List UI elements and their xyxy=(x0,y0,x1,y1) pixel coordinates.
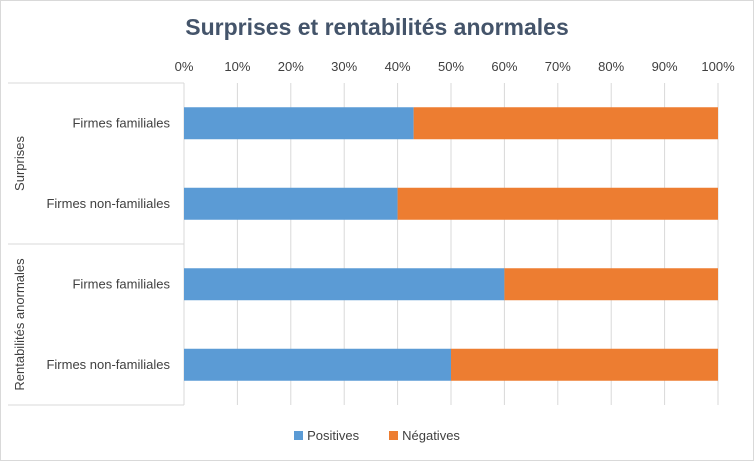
x-tick-label: 50% xyxy=(438,59,464,74)
group-label: Surprises xyxy=(12,136,27,191)
bar-positives xyxy=(184,268,505,301)
bar-negatives xyxy=(451,348,718,381)
x-tick-label: 100% xyxy=(701,59,735,74)
x-tick-label: 70% xyxy=(545,59,571,74)
legend-swatch xyxy=(294,431,304,440)
x-tick-label: 80% xyxy=(598,59,624,74)
bar-negatives xyxy=(397,187,718,220)
x-tick-label: 30% xyxy=(331,59,357,74)
chart-legend: Positives Négatives xyxy=(0,428,754,443)
bar-positives xyxy=(184,107,414,140)
bar-negatives xyxy=(413,107,718,140)
bar-positives xyxy=(184,348,451,381)
x-tick-label: 0% xyxy=(175,59,194,74)
x-tick-label: 20% xyxy=(278,59,304,74)
category-label: Firmes non-familiales xyxy=(46,196,170,211)
legend-label: Positives xyxy=(307,428,360,443)
bar-positives xyxy=(184,187,398,220)
x-tick-label: 40% xyxy=(385,59,411,74)
bar-negatives xyxy=(504,268,718,301)
x-tick-label: 90% xyxy=(652,59,678,74)
legend-item: Négatives xyxy=(389,428,460,443)
x-tick-label: 60% xyxy=(491,59,517,74)
category-label: Firmes familiales xyxy=(72,115,170,130)
legend-swatch xyxy=(389,431,399,440)
category-label: Firmes non-familiales xyxy=(46,357,170,372)
chart-title: Surprises et rentabilités anormales xyxy=(185,14,569,40)
legend-item: Positives xyxy=(294,428,359,443)
x-tick-label: 10% xyxy=(224,59,250,74)
group-label: Rentabilités anormales xyxy=(12,258,27,391)
category-label: Firmes familiales xyxy=(72,276,170,291)
legend-label: Négatives xyxy=(402,428,460,443)
